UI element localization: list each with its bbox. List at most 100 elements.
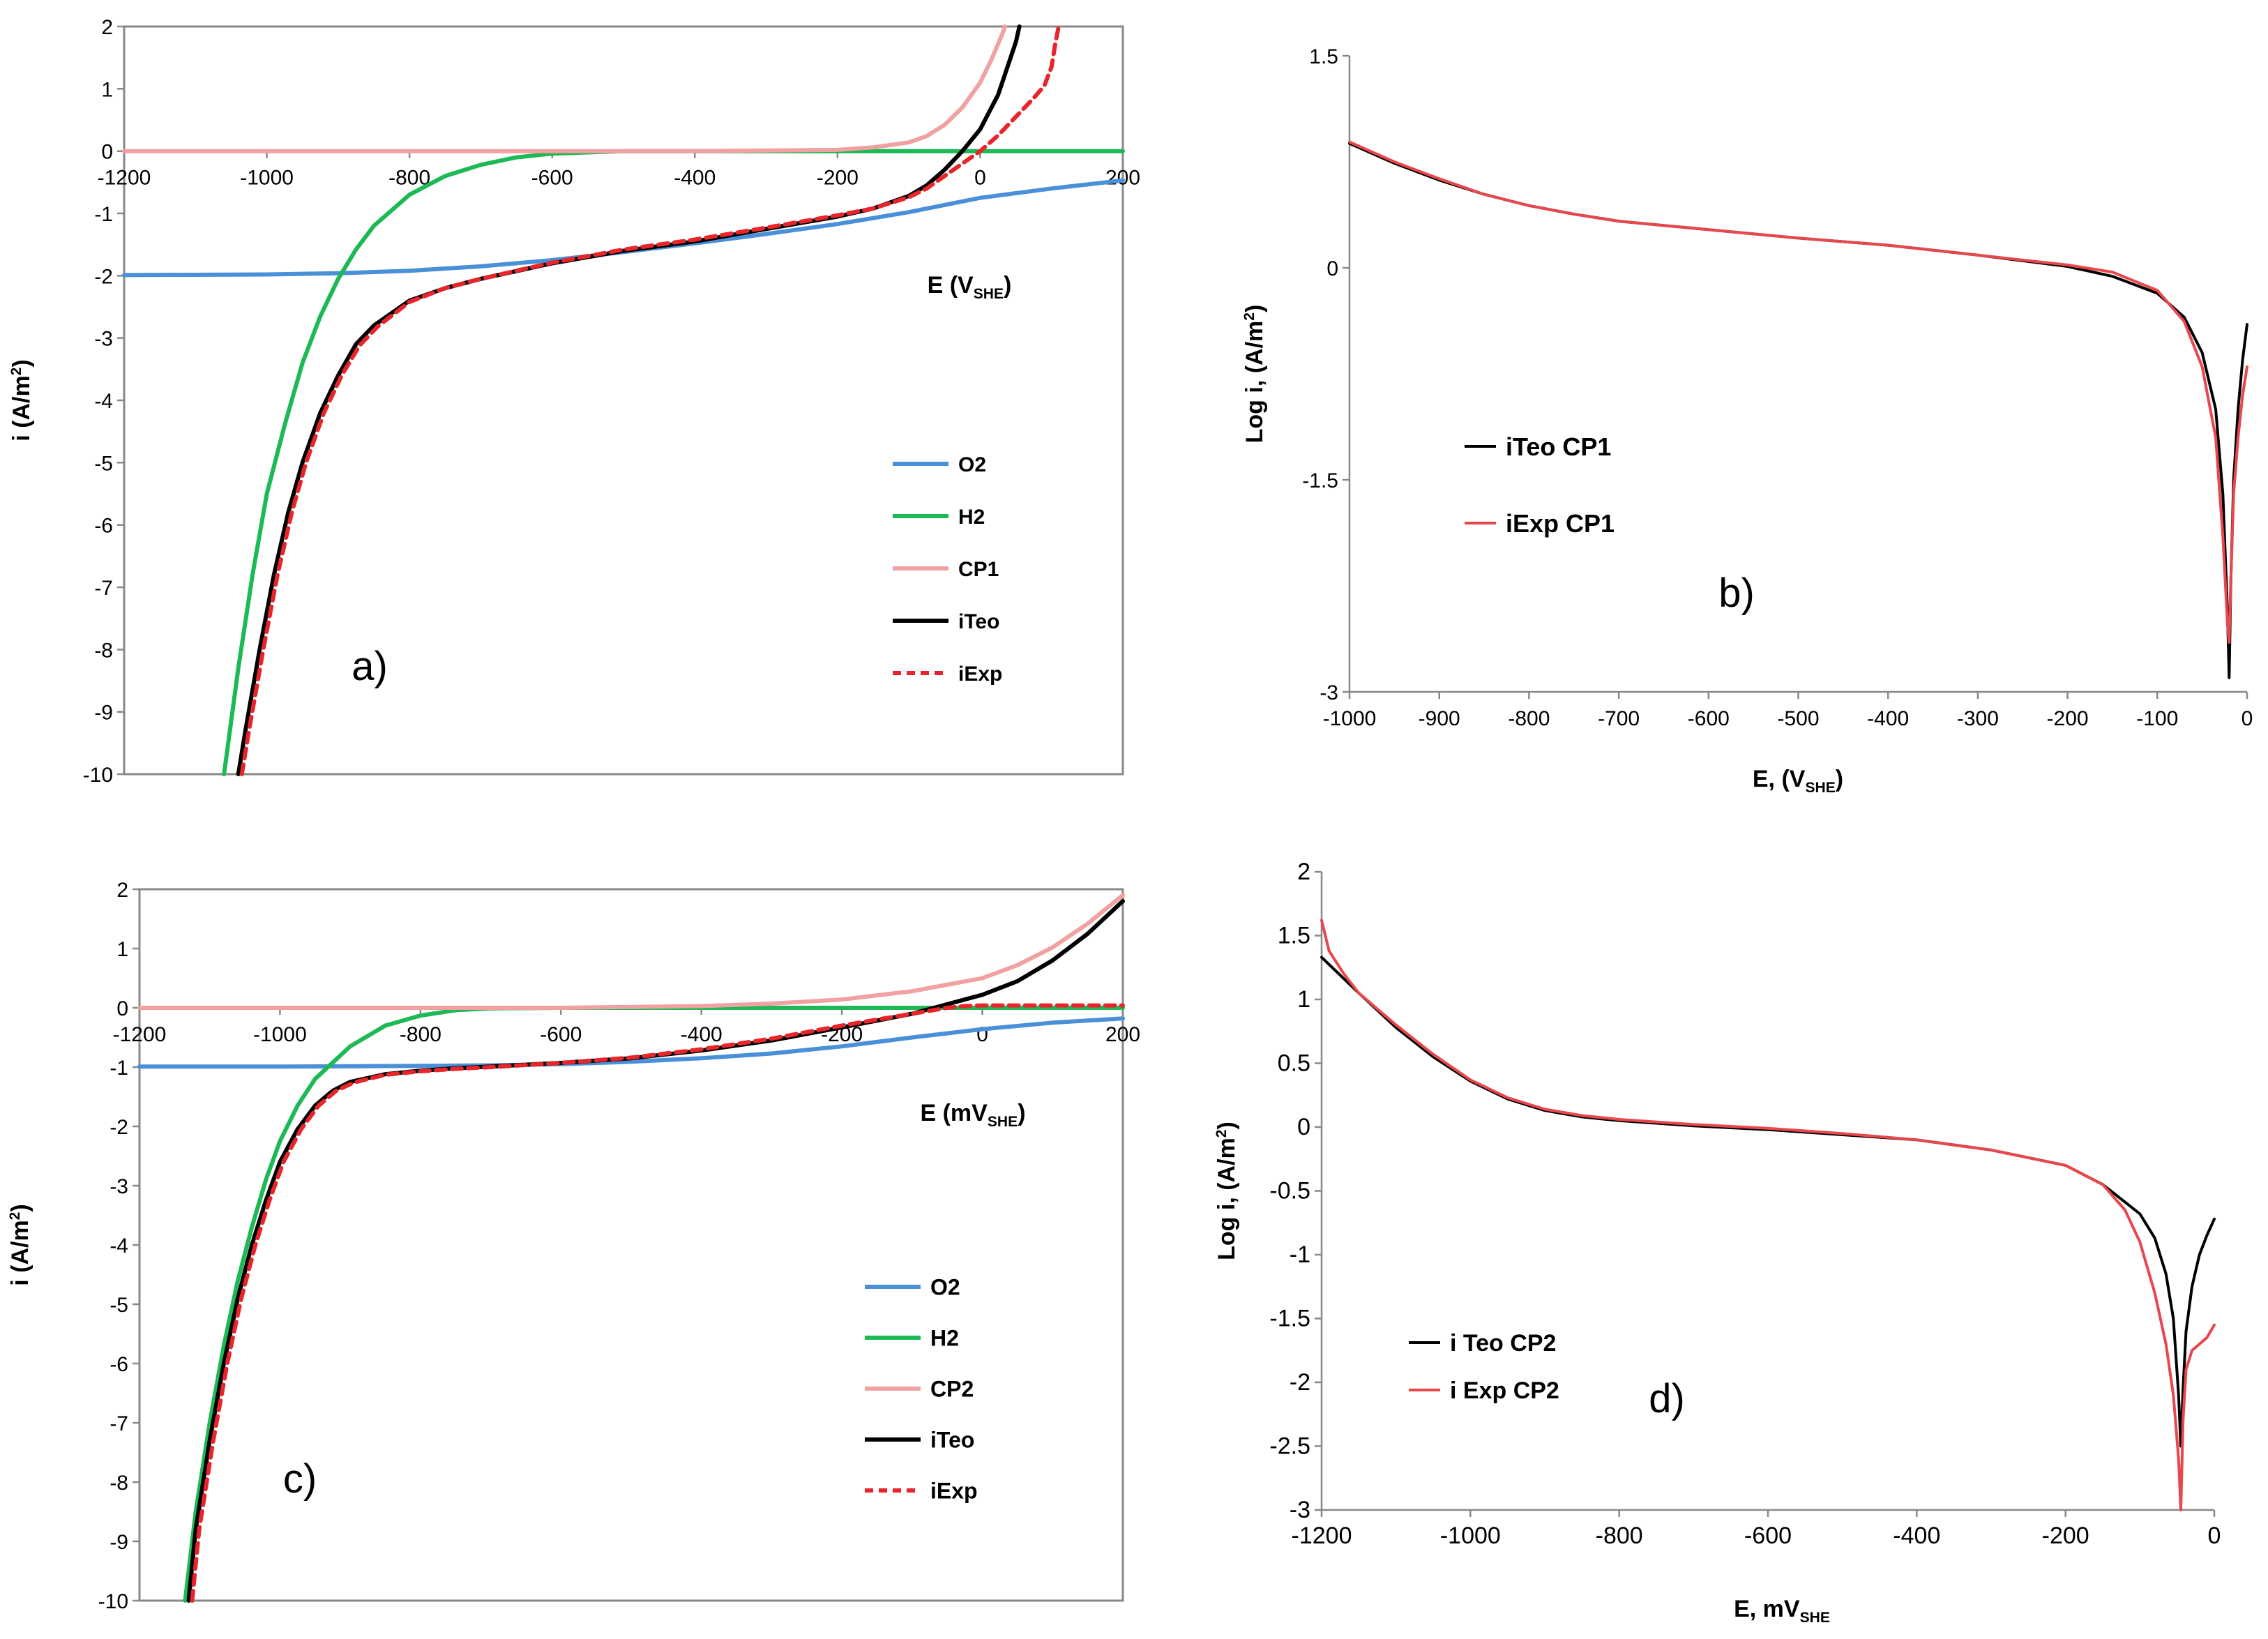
legend-label: H2 [930, 1326, 959, 1351]
y-axis-label-main: i (A/m [7, 1220, 33, 1285]
x-tick-label: -900 [1419, 707, 1460, 730]
x-tick-label: -1000 [240, 167, 294, 190]
y-axis-label-suffix: ) [1241, 305, 1268, 312]
y-axis-label-sup: 2 [1214, 1129, 1230, 1138]
y-tick-label: 2 [116, 879, 128, 902]
x-axis-label-main: E, (V [1753, 766, 1806, 792]
y-tick-label: -10 [83, 764, 113, 787]
x-tick-label: -600 [1688, 707, 1730, 730]
y-tick-label: -9 [94, 702, 113, 725]
y-tick-label: -2.5 [1269, 1433, 1310, 1460]
x-tick-label: -800 [1596, 1523, 1643, 1549]
legend-label: iExp CP1 [1506, 509, 1615, 538]
legend-label: O2 [958, 453, 986, 476]
y-tick-label: 2 [101, 16, 113, 39]
y-tick-label: -2 [109, 1116, 128, 1139]
legend-label: i Teo CP2 [1450, 1330, 1556, 1357]
series-line-iexp [190, 1003, 1125, 1603]
x-tick-label: -1000 [1323, 707, 1377, 730]
panel-label: a) [351, 644, 388, 689]
x-tick-label: 0 [2241, 707, 2253, 730]
legend-label: iTeo [930, 1428, 974, 1453]
panel-label: b) [1718, 571, 1755, 616]
y-tick-label: 0 [1297, 1114, 1310, 1140]
y-tick-label: -7 [109, 1412, 128, 1435]
y-tick-label: -1.5 [1302, 469, 1338, 492]
y-tick-label: -1 [1290, 1241, 1310, 1268]
y-tick-label: -1.5 [1269, 1306, 1310, 1332]
y-tick-label: 1 [101, 78, 113, 101]
series-line-o2 [122, 178, 1125, 278]
series-line-o2 [137, 1016, 1125, 1069]
y-axis-label: Log i, (A/m2) [1241, 305, 1268, 444]
x-tick-label: -1000 [253, 1023, 307, 1046]
legend-label: iTeo CP1 [1506, 432, 1611, 461]
x-tick-label: -1200 [113, 1023, 167, 1046]
series-line-cp1 [122, 24, 1008, 153]
x-tick-label: -600 [1744, 1523, 1792, 1549]
y-axis-label-sup: 2 [8, 368, 24, 376]
y-tick-label: -5 [109, 1294, 128, 1317]
y-axis-label: Log i, (A/m2) [1214, 1121, 1240, 1260]
y-axis-label-sup: 2 [7, 1212, 23, 1221]
x-tick-label: 0 [976, 1023, 988, 1046]
series-line-i-exp-cp2 [1320, 919, 2216, 1511]
x-tick-label: -400 [681, 1023, 723, 1046]
y-tick-label: -3 [109, 1175, 128, 1198]
x-axis-label-sub: SHE [1800, 1610, 1830, 1626]
y-tick-label: -2 [1290, 1369, 1310, 1396]
y-tick-label: -4 [109, 1234, 128, 1257]
panel-label: d) [1649, 1376, 1685, 1421]
x-tick-label: -400 [674, 167, 716, 190]
y-axis-label-sup: 2 [1241, 312, 1257, 321]
legend-label: iExp [958, 663, 1002, 686]
chart-panel-b: 1.50-1.5-3-1000 -900 -800 -700 -600 -500 -400-… [1241, 45, 2253, 796]
y-axis-label-main: Log i, (A/m [1214, 1138, 1240, 1260]
y-tick-label: -1 [109, 1057, 128, 1080]
y-tick-label: 1 [1297, 986, 1310, 1013]
x-tick-label: -200 [817, 167, 859, 190]
x-tick-label: 200 [1105, 1023, 1140, 1046]
y-axis-label-suffix: ) [8, 359, 35, 367]
y-tick-label: 1.5 [1309, 45, 1338, 68]
legend-label: O2 [930, 1275, 960, 1300]
x-axis-label-suffix: ) [1836, 766, 1843, 792]
x-axis-label-suffix: ) [1018, 1100, 1025, 1126]
x-axis-label-main: E, mV [1734, 1596, 1800, 1622]
x-tick-label: 0 [2208, 1523, 2221, 1549]
x-tick-label: -400 [1867, 707, 1909, 730]
x-tick-label: -200 [2042, 1523, 2089, 1549]
legend-label: iExp [930, 1479, 978, 1504]
y-axis-label-suffix: ) [7, 1204, 33, 1211]
x-axis-label-main: E (V [928, 272, 974, 299]
series-line-i-teo-cp2 [1320, 956, 2216, 1448]
y-tick-label: 2 [1297, 859, 1310, 885]
y-tick-label: -1 [94, 203, 113, 226]
y-axis-label-suffix: ) [1214, 1121, 1240, 1129]
y-tick-label: 0 [1326, 257, 1338, 280]
y-tick-label: -0.5 [1269, 1178, 1310, 1204]
y-tick-label: -3 [1290, 1497, 1310, 1523]
chart-panel-d: 2 1.5 1 0.5 0 -0.5 -1 -1.5 -2 -2.5 -3-1200 -1000 -80… [1214, 859, 2221, 1626]
legend-label: CP2 [930, 1377, 974, 1402]
chart-panel-a: 210-1-2-3-4-5-6-7-8-9-10-1200 -1000 -800 -6… [8, 16, 1140, 787]
y-tick-label: -6 [94, 515, 113, 538]
x-tick-label: -500 [1777, 707, 1819, 730]
x-tick-label: -300 [1957, 707, 1999, 730]
y-axis-label-main: i (A/m [8, 375, 35, 441]
x-tick-label: -100 [2136, 707, 2178, 730]
y-tick-label: -8 [94, 639, 113, 662]
legend-label: H2 [958, 506, 985, 529]
x-tick-label: -200 [2047, 707, 2089, 730]
y-tick-label: -2 [94, 265, 113, 288]
x-axis-label-sub: SHE [974, 286, 1004, 302]
x-tick-label: 0 [974, 167, 986, 190]
x-axis-label: E (VSHE) [928, 272, 1012, 302]
y-tick-label: -4 [94, 390, 113, 413]
y-tick-label: -7 [94, 577, 113, 600]
y-tick-label: -3 [1320, 681, 1338, 704]
chart-panel-c: 2 1 0 -1 -2 -3 -4 -5 -6 -7 -8 -9 -10 -1200 -1000 -800 -6… [7, 879, 1140, 1613]
x-axis-label: E, mVSHE [1734, 1596, 1830, 1626]
x-axis-label: E (mVSHE) [920, 1100, 1025, 1130]
y-tick-label: -8 [109, 1472, 128, 1495]
